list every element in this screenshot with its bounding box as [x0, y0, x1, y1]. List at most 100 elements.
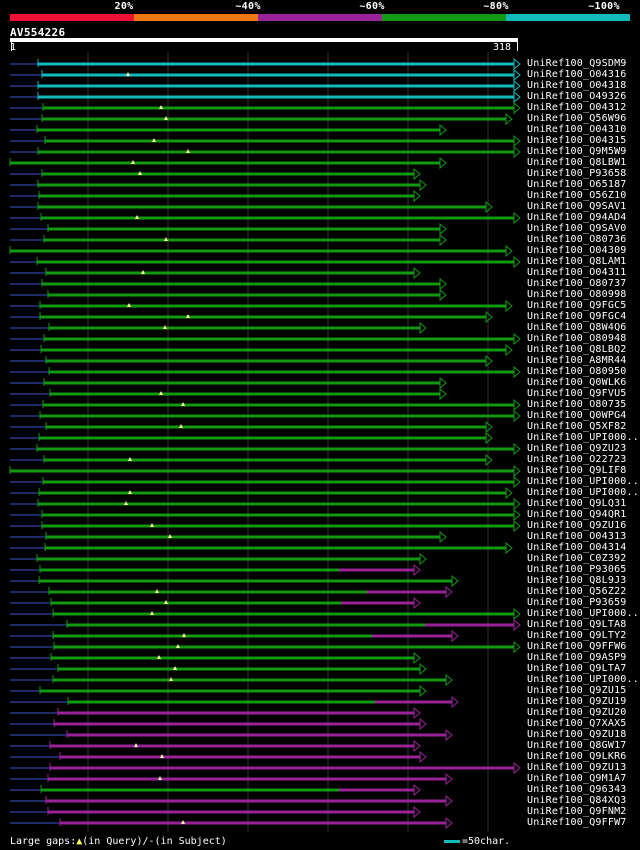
hit-label[interactable]: UniRef100_Q8W4Q6: [527, 322, 627, 333]
hit-label[interactable]: UniRef100_P93658: [527, 168, 627, 179]
gap-marker: [135, 215, 139, 219]
hit-label[interactable]: UniRef100_O49326: [527, 91, 627, 102]
hit-label[interactable]: UniRef100_Q9LTY2: [527, 630, 627, 641]
hit-label[interactable]: UniRef100_O65187: [527, 179, 627, 190]
hit-label[interactable]: UniRef100_Q9LTA7: [527, 663, 627, 674]
hit-label[interactable]: UniRef100_Q9ZU13: [527, 762, 627, 773]
hit-label[interactable]: UniRef100_P93659: [527, 597, 627, 608]
hit-label[interactable]: UniRef100_Q84XQ3: [527, 795, 627, 806]
hit-label[interactable]: UniRef100_Q8GW17: [527, 740, 627, 751]
ruler-start-label: 1: [10, 42, 17, 53]
hit-label[interactable]: UniRef100_O80735: [527, 399, 627, 410]
hit-label[interactable]: UniRef100_UPI000..: [527, 674, 639, 685]
hit-label[interactable]: UniRef100_C0Z392: [527, 553, 627, 564]
gap-marker: [131, 160, 135, 164]
hit-label[interactable]: UniRef100_O80998: [527, 289, 627, 300]
gap-marker: [127, 303, 131, 307]
legend-segment: [10, 14, 134, 21]
gap-footer: Large gaps:▲(in Query)/-(in Subject): [10, 836, 227, 847]
gaps-label: Large gaps:: [10, 836, 77, 847]
hit-label[interactable]: UniRef100_O80950: [527, 366, 627, 377]
hit-label[interactable]: UniRef100_O04309: [527, 245, 627, 256]
hit-label[interactable]: UniRef100_O04312: [527, 102, 627, 113]
hit-label[interactable]: UniRef100_Q9FGC4: [527, 311, 627, 322]
hit-label[interactable]: UniRef100_Q94QR1: [527, 509, 627, 520]
hit-label[interactable]: UniRef100_Q9ZU16: [527, 520, 627, 531]
hit-label[interactable]: UniRef100_Q5XF82: [527, 421, 627, 432]
hit-label[interactable]: UniRef100_Q94AD4: [527, 212, 627, 223]
hit-label[interactable]: UniRef100_UPI000..: [527, 476, 639, 487]
ruler-tick-end: [517, 42, 518, 51]
hit-label[interactable]: UniRef100_Q9ZU18: [527, 729, 627, 740]
hit-label[interactable]: UniRef100_Q9M1A7: [527, 773, 627, 784]
hit-label[interactable]: UniRef100_O80737: [527, 278, 627, 289]
hit-label[interactable]: UniRef100_Q9ZU15: [527, 685, 627, 696]
hit-arrow: [439, 222, 447, 236]
hit-label[interactable]: UniRef100_Q8LAM1: [527, 256, 627, 267]
hit-label[interactable]: UniRef100_UPI000..: [527, 608, 639, 619]
hit-label[interactable]: UniRef100_Q56W96: [527, 113, 627, 124]
hit-label[interactable]: UniRef100_Q9SDM9: [527, 58, 627, 69]
hit-arrow: [505, 299, 513, 313]
hit-arrow: [445, 728, 453, 742]
hit-label[interactable]: UniRef100_Q96343: [527, 784, 627, 795]
hit-label[interactable]: UniRef100_Q8L9J3: [527, 575, 627, 586]
gap-marker: [152, 138, 156, 142]
hit-label[interactable]: UniRef100_O80948: [527, 333, 627, 344]
legend-segment: [134, 14, 258, 21]
hit-arrow: [505, 541, 513, 555]
hit-arrow: [445, 794, 453, 808]
hit-label[interactable]: UniRef100_Q0WLK6: [527, 377, 627, 388]
scale-label: =50char.: [462, 836, 511, 847]
hit-label[interactable]: UniRef100_Q9SAV1: [527, 201, 627, 212]
hit-label[interactable]: UniRef100_O04315: [527, 135, 627, 146]
ruler-tick-start: [11, 42, 12, 51]
hit-label[interactable]: UniRef100_UPI000..: [527, 432, 639, 443]
hit-arrow: [413, 266, 421, 280]
hit-label[interactable]: UniRef100_Q9LTA8: [527, 619, 627, 630]
hit-arrow: [439, 277, 447, 291]
hit-label[interactable]: UniRef100_Q9FNM2: [527, 806, 627, 817]
hit-label[interactable]: UniRef100_Q9FFW6: [527, 641, 627, 652]
hit-label[interactable]: UniRef100_O04313: [527, 531, 627, 542]
hit-arrow: [419, 178, 427, 192]
hit-label[interactable]: UniRef100_Q9ZU20: [527, 707, 627, 718]
hit-label[interactable]: UniRef100_Q9ZU19: [527, 696, 627, 707]
legend-label: 20%: [114, 1, 134, 12]
hit-label[interactable]: UniRef100_Q8LBQ2: [527, 344, 627, 355]
hit-label[interactable]: UniRef100_Q8LBW1: [527, 157, 627, 168]
hit-label[interactable]: UniRef100_Q9LIF8: [527, 465, 627, 476]
hit-label[interactable]: UniRef100_P93065: [527, 564, 627, 575]
gap-marker: [168, 534, 172, 538]
hit-label[interactable]: UniRef100_O56Z10: [527, 190, 627, 201]
hit-label[interactable]: UniRef100_Q0WPG4: [527, 410, 627, 421]
hit-label[interactable]: UniRef100_Q56Z22: [527, 586, 627, 597]
hit-label[interactable]: UniRef100_O04311: [527, 267, 627, 278]
hit-arrow: [505, 112, 513, 126]
hit-label[interactable]: UniRef100_Q9LQ31: [527, 498, 627, 509]
gap-marker: [141, 270, 145, 274]
hit-label[interactable]: UniRef100_Q9ZU23: [527, 443, 627, 454]
hit-label[interactable]: UniRef100_UPI000..: [527, 487, 639, 498]
hit-label[interactable]: UniRef100_Q9ASP9: [527, 652, 627, 663]
hit-label[interactable]: UniRef100_O04310: [527, 124, 627, 135]
hit-label[interactable]: UniRef100_Q9M5W9: [527, 146, 627, 157]
hit-label[interactable]: UniRef100_Q9SAV0: [527, 223, 627, 234]
hit-label[interactable]: UniRef100_A8MR44: [527, 355, 627, 366]
hit-label[interactable]: UniRef100_O04314: [527, 542, 627, 553]
hit-label[interactable]: UniRef100_O04318: [527, 80, 627, 91]
gap-marker: [155, 589, 159, 593]
hit-label[interactable]: UniRef100_Q7XAX5: [527, 718, 627, 729]
hit-arrow: [485, 431, 493, 445]
hit-label[interactable]: UniRef100_O04316: [527, 69, 627, 80]
hit-label[interactable]: UniRef100_Q9FFW7: [527, 817, 627, 828]
hit-arrow: [419, 321, 427, 335]
hit-label[interactable]: UniRef100_Q9FVU5: [527, 388, 627, 399]
identity-legend: 20% ~40% ~60% ~80% ~100%: [10, 0, 630, 22]
hit-label[interactable]: UniRef100_Q9LKR6: [527, 751, 627, 762]
hit-arrow: [451, 629, 459, 643]
hit-arrow: [513, 508, 521, 522]
hit-label[interactable]: UniRef100_O22723: [527, 454, 627, 465]
hit-label[interactable]: UniRef100_O80736: [527, 234, 627, 245]
hit-label[interactable]: UniRef100_Q9FGC5: [527, 300, 627, 311]
